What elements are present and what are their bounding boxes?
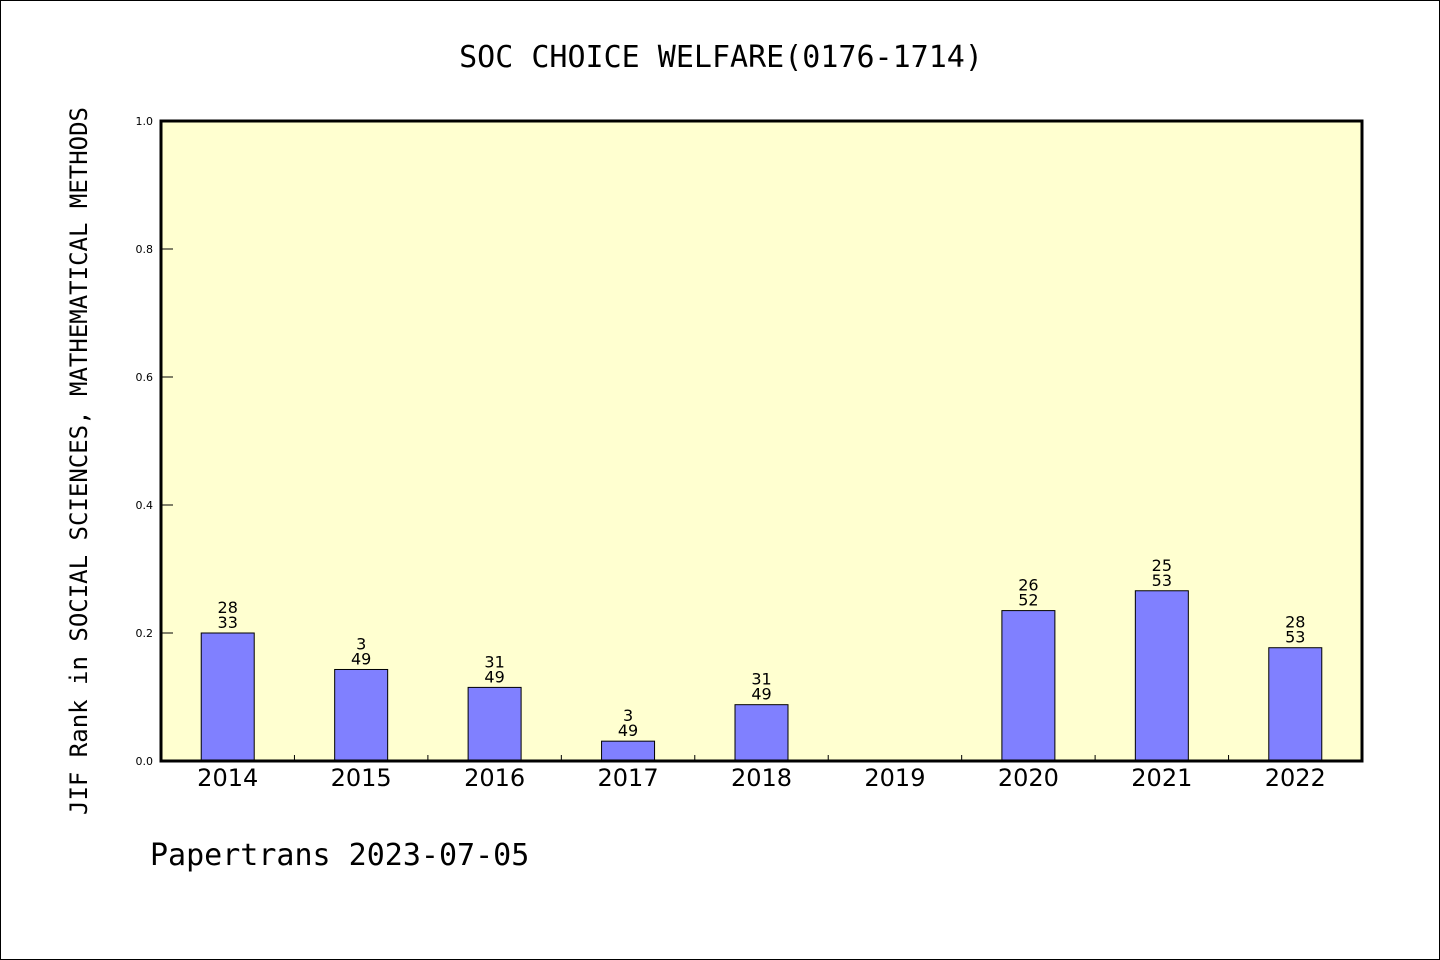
bar-label-total: 53 [1152, 571, 1172, 590]
chart-title: SOC CHOICE WELFARE(0176-1714) [459, 40, 983, 75]
bar [734, 704, 789, 762]
y-tick-label: 0.0 [136, 755, 154, 768]
y-axis-label: JIF Rank in SOCIAL SCIENCES, MATHEMATICA… [65, 107, 93, 815]
bar [1268, 647, 1323, 762]
bars-group [200, 590, 1323, 762]
bar [1001, 610, 1056, 762]
bar-label-total: 33 [218, 613, 238, 632]
y-tick-label: 0.2 [136, 627, 154, 640]
bar [467, 686, 522, 762]
bar-label-rank: 3 [356, 634, 366, 653]
x-tick-label: 2022 [1265, 764, 1326, 792]
y-axis-ticks: 0.0 0.2 0.4 0.6 0.8 1.0 [136, 115, 173, 768]
bar [1134, 590, 1189, 762]
bar-label-total: 49 [618, 721, 638, 740]
x-axis-ticks: 2014 2015 2016 2017 2018 2019 2020 2021 2022 [197, 755, 1326, 792]
bar [334, 668, 389, 762]
bar-label-rank: 28 [218, 598, 238, 617]
y-tick-label: 0.6 [136, 371, 154, 384]
bar-label-rank: 31 [751, 670, 771, 689]
y-tick-label: 0.4 [136, 499, 154, 512]
x-tick-label: 2021 [1131, 764, 1192, 792]
bar-label-total: 49 [751, 685, 771, 704]
x-tick-label: 2016 [464, 764, 525, 792]
y-tick-label: 1.0 [136, 115, 154, 128]
bar [601, 740, 656, 762]
plot-border [159, 119, 1364, 763]
bar-label-rank: 28 [1285, 613, 1305, 632]
x-tick-label: 2017 [598, 764, 659, 792]
y-tick-label: 0.8 [136, 243, 154, 256]
bar-label-total: 53 [1285, 628, 1305, 647]
x-tick-label: 2018 [731, 764, 792, 792]
bar-label-total: 49 [484, 667, 504, 686]
bar-label-total: 49 [351, 649, 371, 668]
bar-label-rank: 3 [623, 706, 633, 725]
x-tick-label: 2014 [197, 764, 258, 792]
bar-label-rank: 31 [484, 652, 504, 671]
bar [200, 632, 255, 762]
x-tick-label: 2015 [331, 764, 392, 792]
bar-label-rank: 26 [1018, 576, 1038, 595]
x-tick-label: 2019 [864, 764, 925, 792]
bar-label-rank: 25 [1152, 556, 1172, 575]
bar-label-total: 52 [1018, 591, 1038, 610]
x-tick-label: 2020 [998, 764, 1059, 792]
footer-credit: Papertrans 2023-07-05 [150, 838, 529, 873]
